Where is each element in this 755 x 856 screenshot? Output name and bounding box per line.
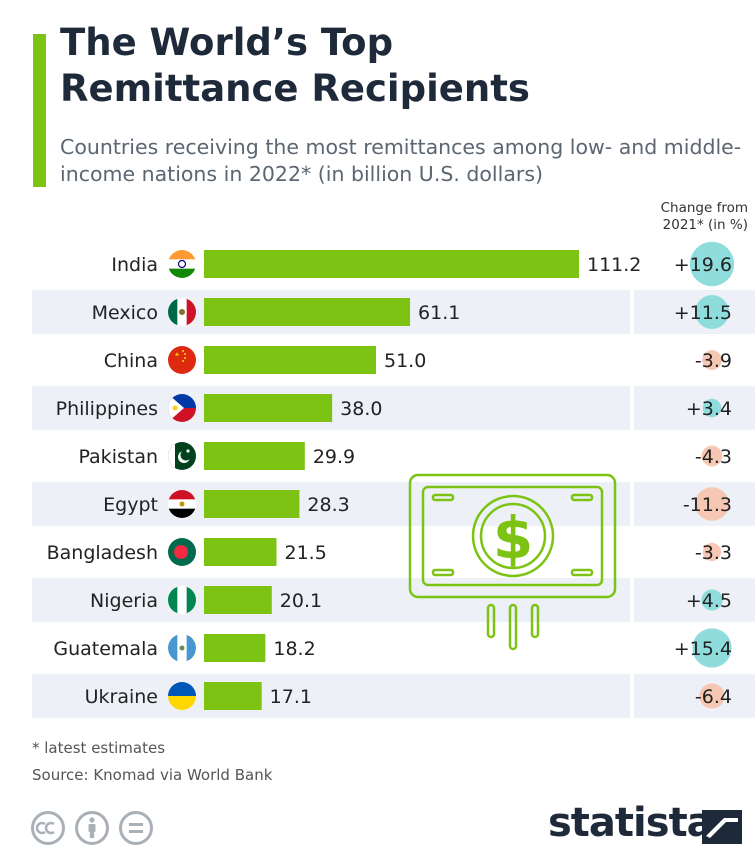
page-title: The World’s Top Remittance Recipients: [60, 20, 740, 112]
value-label: 21.5: [285, 542, 327, 564]
change-label: +3.4: [686, 398, 732, 420]
change-bubble: [695, 295, 729, 329]
bar: [204, 442, 305, 470]
change-bubble: [701, 445, 723, 467]
bar: [204, 634, 266, 662]
change-header-line-2: 2021* (in %): [662, 217, 748, 233]
value-label: 29.9: [313, 446, 355, 468]
creative-commons-license-icons: [31, 811, 153, 845]
value-label: 111.2: [587, 254, 641, 276]
change-bubble: [699, 683, 725, 709]
bar: [204, 586, 272, 614]
value-label: 18.2: [273, 638, 315, 660]
pakistan-flag-icon: [168, 442, 196, 470]
value-label: 61.1: [418, 302, 460, 324]
country-label: Egypt: [103, 494, 158, 516]
value-label: 28.3: [307, 494, 349, 516]
change-label: -11.3: [683, 494, 732, 516]
value-label: 17.1: [270, 686, 312, 708]
nigeria-flag-icon: [168, 586, 196, 614]
subtitle: Countries receiving the most remittances…: [60, 135, 742, 186]
mexico-flag-icon: [168, 298, 196, 326]
change-label: -3.3: [695, 542, 732, 564]
bangladesh-flag-icon: [168, 538, 196, 566]
country-label: Nigeria: [90, 590, 158, 612]
country-label: Bangladesh: [47, 542, 158, 564]
attribution-icon: [75, 811, 109, 845]
title-accent-bar: [33, 34, 46, 187]
guatemala-flag-icon: [168, 634, 196, 662]
money-bill-illustration: $: [408, 473, 617, 651]
row-stripe: [634, 386, 755, 430]
philippines-flag-icon: [168, 394, 196, 422]
value-label: 38.0: [340, 398, 382, 420]
value-label: 51.0: [384, 350, 426, 372]
india-flag-icon: [168, 250, 196, 278]
change-label: -6.4: [695, 686, 732, 708]
change-bubble: [702, 398, 722, 418]
bar: [204, 682, 262, 710]
bar: [204, 394, 333, 422]
change-bubble: [692, 628, 732, 668]
bar: [204, 346, 376, 374]
change-bubble: [695, 487, 729, 521]
source-note: Source: Knomad via World Bank: [32, 766, 273, 784]
change-label: -4.3: [695, 446, 732, 468]
bar: [204, 490, 300, 518]
title-line-1: The World’s Top: [60, 21, 394, 64]
row-stripe: [634, 674, 755, 718]
country-label: Ukraine: [85, 686, 158, 708]
value-label: 20.1: [280, 590, 322, 612]
change-label: -3.9: [695, 350, 732, 372]
china-flag-icon: [168, 346, 196, 374]
row-stripe: [634, 578, 755, 622]
change-label: +19.6: [674, 254, 732, 276]
country-label: India: [111, 254, 158, 276]
country-label: Pakistan: [78, 446, 158, 468]
change-label: +4.5: [686, 590, 732, 612]
country-label: Guatemala: [53, 638, 158, 660]
statista-logo-icon: [702, 810, 742, 844]
country-label: Philippines: [56, 398, 158, 420]
change-bubble: [702, 542, 722, 562]
change-label: +11.5: [674, 302, 732, 324]
footnote: * latest estimates: [32, 739, 166, 757]
bar-chart: $ India 111.2 +19.6 Mexico 61.1 +11.5 China 51.0…: [32, 241, 755, 718]
bar: [204, 250, 579, 278]
country-label: Mexico: [92, 302, 158, 324]
change-bubble: [701, 589, 723, 611]
change-bubble: [689, 241, 735, 287]
change-bubble: [702, 350, 722, 370]
row-stripe: [32, 674, 630, 718]
dollar-sign-icon: $: [493, 504, 533, 572]
cc-icon: [31, 811, 65, 845]
ukraine-flag-icon: [168, 682, 196, 710]
change-label: +15.4: [674, 638, 732, 660]
row-stripe: [32, 482, 630, 526]
change-header-line-1: Change from: [660, 200, 748, 216]
change-column-header: Change from 2021* (in %): [620, 200, 748, 234]
row-stripe: [634, 482, 755, 526]
no-derivatives-icon: [119, 811, 153, 845]
row-stripe: [634, 290, 755, 334]
title-line-2: Remittance Recipients: [60, 67, 530, 110]
bar: [204, 538, 277, 566]
statista-logo-text: statista: [548, 800, 714, 846]
bar: [204, 298, 411, 326]
country-label: China: [104, 350, 158, 372]
egypt-flag-icon: [168, 490, 196, 518]
